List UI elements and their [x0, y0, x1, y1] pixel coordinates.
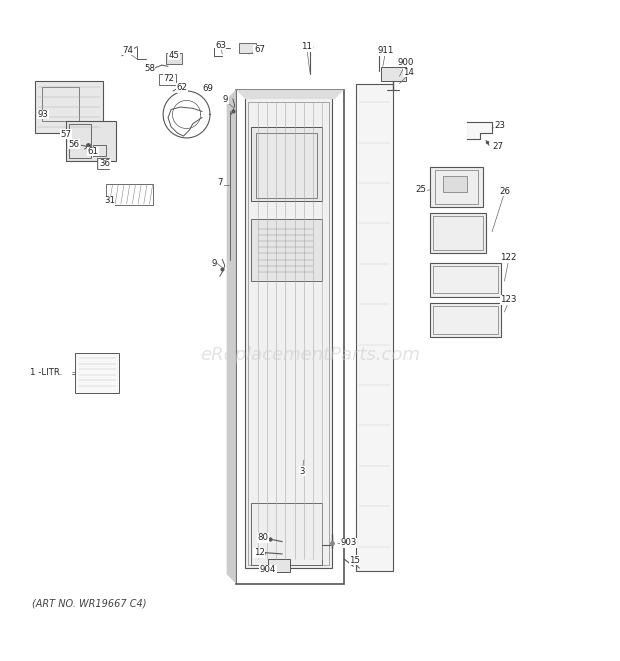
- Text: 911: 911: [377, 46, 394, 56]
- Text: 25: 25: [415, 185, 427, 194]
- Polygon shape: [227, 90, 236, 584]
- Text: 62: 62: [176, 83, 187, 93]
- Bar: [106, 184, 153, 205]
- Bar: [443, 176, 467, 192]
- Text: 12: 12: [254, 548, 265, 557]
- Bar: [66, 121, 115, 161]
- Text: 31: 31: [104, 196, 115, 206]
- Bar: [268, 559, 290, 572]
- Bar: [430, 214, 486, 253]
- Bar: [430, 262, 502, 297]
- Bar: [430, 167, 483, 207]
- Text: 903: 903: [340, 538, 356, 547]
- Text: 36: 36: [100, 159, 110, 169]
- Polygon shape: [236, 90, 344, 99]
- Text: 7: 7: [218, 178, 223, 187]
- Text: (ART NO. WR19667 C4): (ART NO. WR19667 C4): [32, 598, 147, 608]
- Bar: [430, 303, 502, 336]
- Text: 57: 57: [61, 130, 72, 139]
- Text: 123: 123: [500, 295, 517, 304]
- Text: 9: 9: [211, 259, 217, 268]
- Text: 67: 67: [254, 45, 265, 54]
- Text: 14: 14: [403, 68, 414, 77]
- Text: 904: 904: [260, 565, 277, 574]
- Bar: [245, 96, 332, 568]
- Bar: [35, 81, 104, 133]
- Bar: [255, 133, 317, 198]
- Bar: [251, 127, 322, 201]
- Bar: [69, 124, 91, 158]
- Bar: [251, 503, 322, 565]
- Text: 69: 69: [203, 84, 214, 93]
- Text: 27: 27: [493, 142, 504, 151]
- Text: 74: 74: [122, 46, 133, 55]
- Bar: [76, 354, 118, 393]
- Text: 9: 9: [223, 95, 228, 104]
- Bar: [93, 145, 106, 157]
- Text: 15: 15: [349, 556, 360, 564]
- Bar: [251, 219, 322, 281]
- Text: 26: 26: [499, 186, 510, 196]
- Text: 900: 900: [397, 58, 414, 67]
- Bar: [433, 266, 498, 293]
- Text: 45: 45: [169, 51, 180, 59]
- Text: 58: 58: [144, 64, 155, 73]
- Text: 3: 3: [300, 467, 305, 476]
- Bar: [159, 74, 176, 85]
- Bar: [97, 158, 109, 169]
- Text: 63: 63: [215, 41, 226, 50]
- Bar: [248, 102, 329, 565]
- Bar: [381, 67, 405, 81]
- Text: 61: 61: [87, 147, 98, 156]
- Text: eReplacementParts.com: eReplacementParts.com: [200, 346, 420, 364]
- Text: 11: 11: [301, 42, 312, 51]
- Text: 80: 80: [257, 533, 268, 543]
- Bar: [433, 216, 483, 251]
- Bar: [236, 90, 344, 584]
- Bar: [166, 53, 182, 64]
- Text: 93: 93: [38, 110, 49, 119]
- Bar: [433, 307, 498, 334]
- Text: 72: 72: [164, 74, 175, 83]
- Text: 23: 23: [495, 121, 505, 130]
- Polygon shape: [467, 122, 492, 139]
- Bar: [356, 83, 393, 571]
- Bar: [42, 87, 79, 121]
- Text: 56: 56: [69, 139, 80, 149]
- Bar: [435, 170, 478, 204]
- Text: 1 -LITR.: 1 -LITR.: [30, 368, 62, 377]
- Text: 122: 122: [500, 253, 517, 262]
- Bar: [239, 44, 256, 53]
